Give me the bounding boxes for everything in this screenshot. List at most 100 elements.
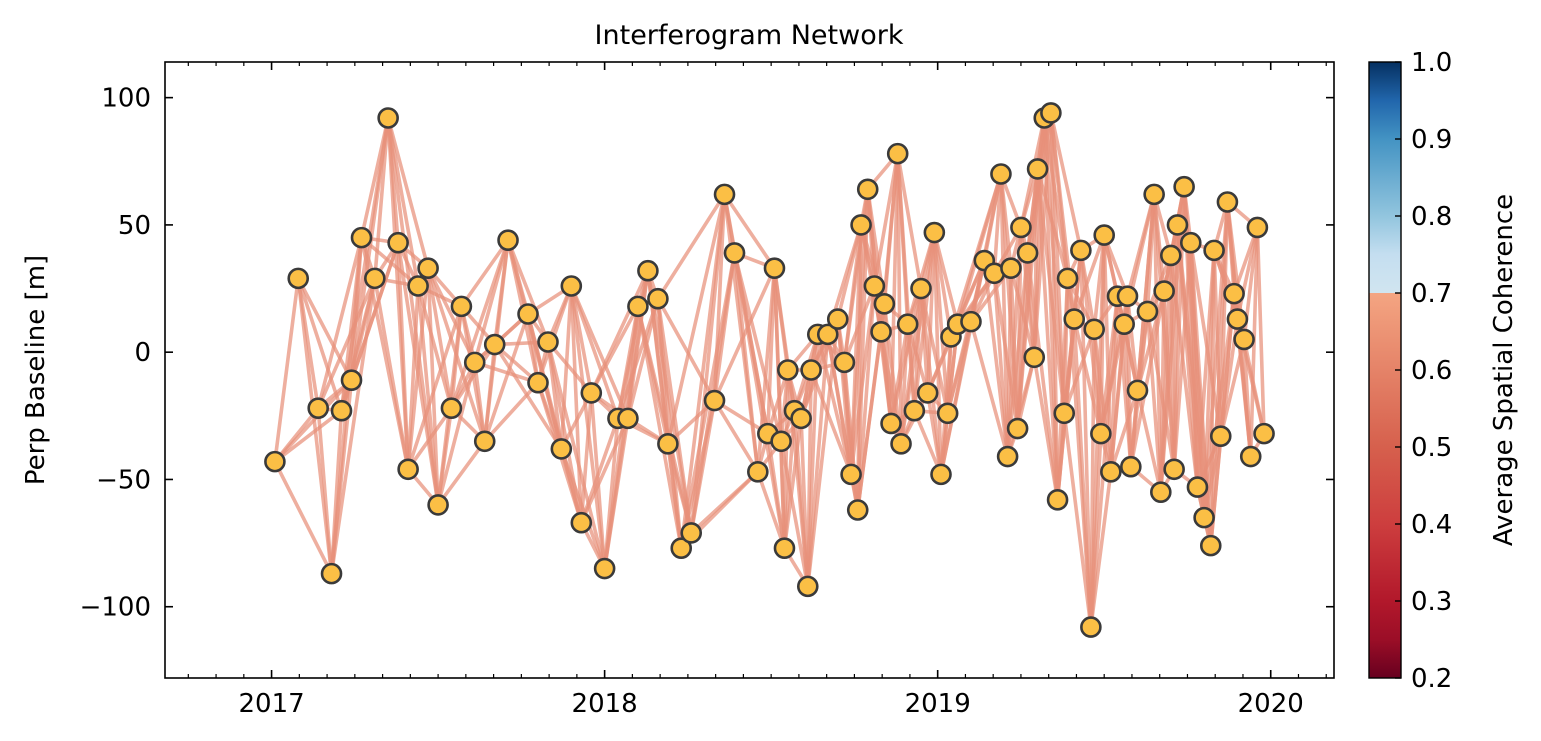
acquisition-node — [890, 433, 912, 455]
acquisition-node — [627, 295, 649, 318]
acquisition-node — [1126, 379, 1149, 402]
interferogram-edge — [1062, 411, 1093, 629]
acquisition-node — [1090, 422, 1112, 445]
acquisition-node — [560, 275, 583, 297]
acquisition-node — [747, 461, 769, 483]
interferogram-edge — [359, 116, 390, 240]
interferogram-edge — [732, 251, 760, 474]
interferogram-edge — [569, 284, 630, 421]
acquisition-node — [1203, 239, 1225, 262]
acquisition-node — [773, 537, 796, 559]
acquisition-node — [307, 397, 330, 419]
colorbar-tick-label: 1.0 — [1411, 48, 1452, 78]
interferogram-edge — [969, 319, 1010, 459]
interferogram-edge — [1218, 200, 1230, 438]
interferogram-edge — [506, 238, 550, 344]
y-axis-label: Perp Baseline [m] — [21, 255, 51, 485]
colorbar-tick-label: 0.3 — [1411, 587, 1452, 617]
acquisition-node — [1186, 476, 1209, 498]
acquisition-node — [417, 257, 439, 279]
interferogram-edge — [472, 238, 510, 365]
interferogram-edge — [1125, 192, 1156, 298]
interferogram-edge — [482, 312, 530, 444]
interferogram-edge — [1152, 192, 1163, 494]
acquisition-node — [1120, 455, 1142, 478]
acquisition-node — [450, 295, 473, 318]
acquisition-node — [1000, 257, 1022, 279]
interferogram-edge — [872, 151, 900, 288]
interferogram-edge — [1255, 225, 1266, 436]
acquisition-node — [527, 371, 549, 394]
acquisition-node — [550, 438, 573, 460]
interferogram-edge — [1208, 248, 1216, 548]
plot-frame — [164, 61, 1335, 679]
acquisition-node — [1163, 458, 1185, 481]
acquisition-node — [1150, 481, 1172, 503]
acquisition-node — [1006, 417, 1029, 440]
interferogram-edge — [835, 223, 863, 321]
acquisition-node — [1216, 191, 1239, 213]
network-edges — [273, 111, 1266, 629]
acquisition-node — [1046, 489, 1069, 511]
interferogram-edge — [982, 172, 1003, 263]
interferogram-edge — [925, 391, 943, 477]
interferogram-edge — [1049, 111, 1083, 253]
acquisition-node — [537, 331, 559, 353]
interferogram-edge — [426, 266, 440, 507]
interferogram-edge — [1032, 355, 1060, 502]
acquisition-node — [856, 178, 879, 201]
interferogram-edge — [406, 266, 430, 472]
chart-title: Interferogram Network — [595, 20, 904, 51]
x-tick-label: 2019 — [905, 689, 971, 719]
interferogram-edge — [589, 268, 650, 395]
acquisition-node — [833, 351, 856, 374]
x-tick-label: 2020 — [1238, 689, 1304, 719]
acquisition-node — [1113, 313, 1135, 335]
interferogram-edge — [546, 340, 607, 571]
acquisition-node — [703, 389, 726, 412]
interferogram-edge — [436, 360, 477, 507]
y-tick-label: 50 — [118, 211, 151, 241]
acquisition-node — [800, 359, 822, 381]
acquisition-node — [1166, 214, 1189, 236]
interferogram-edge — [273, 459, 334, 576]
interferogram-edge — [482, 380, 540, 444]
y-tick-label: 0 — [134, 338, 151, 368]
acquisition-node — [923, 221, 946, 244]
colorbar-tick-label: 0.8 — [1411, 202, 1452, 232]
interferogram-edge — [722, 192, 777, 270]
acquisition-node — [1226, 308, 1249, 330]
interferogram-edge — [955, 172, 1003, 326]
interferogram-edge — [1102, 233, 1130, 298]
interferogram-edge — [316, 406, 334, 576]
acquisition-node — [1023, 346, 1046, 369]
acquisition-node — [936, 402, 959, 425]
acquisition-node — [1080, 616, 1102, 638]
interferogram-edge — [766, 431, 787, 550]
acquisition-node — [903, 399, 926, 422]
interferogram-edge — [919, 286, 950, 416]
acquisition-node — [840, 463, 862, 486]
acquisition-node — [816, 323, 839, 346]
interferogram-edge — [296, 276, 354, 382]
acquisition-node — [1026, 158, 1049, 180]
interferogram-edge — [1212, 248, 1223, 438]
colorbar-label: Average Spatial Coherence — [1489, 194, 1519, 546]
acquisition-node — [330, 399, 353, 422]
acquisition-node — [896, 313, 919, 335]
acquisition-node — [1173, 175, 1195, 198]
acquisition-node — [863, 275, 886, 297]
acquisition-node — [637, 259, 659, 282]
acquisition-node — [1093, 224, 1115, 246]
interferogram-edge — [1089, 294, 1120, 629]
interferogram-edge — [905, 322, 917, 413]
acquisition-node — [930, 463, 952, 486]
colorbar-tick-label: 0.5 — [1411, 433, 1452, 463]
acquisition-node — [377, 107, 399, 129]
interferogram-edge — [932, 230, 960, 326]
acquisition-node — [497, 229, 519, 251]
acquisition-node — [1016, 242, 1039, 264]
acquisition-node — [1083, 318, 1106, 341]
acquisition-node — [826, 308, 849, 330]
interferogram-edge — [666, 192, 727, 446]
